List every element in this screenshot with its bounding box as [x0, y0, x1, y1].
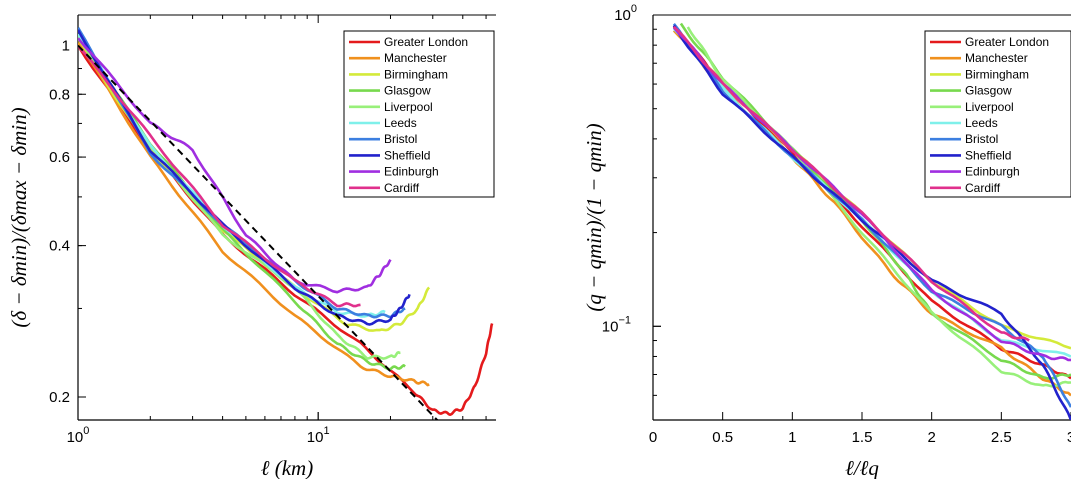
series-group — [78, 27, 494, 420]
series-line-leeds — [78, 33, 386, 318]
legend: Greater London Manchester Birmingham Glasgo… — [924, 30, 1071, 198]
legend-label: Birmingham — [384, 67, 448, 81]
x-tick-label: 0 — [649, 429, 657, 446]
legend-label: Edinburgh — [965, 165, 1020, 179]
y-tick-label: 0.6 — [49, 149, 70, 166]
series-line-liverpool — [686, 26, 1071, 388]
series-line-cardiff — [78, 45, 361, 308]
x-tick-label: 1 — [788, 429, 796, 446]
series-group — [672, 22, 1071, 420]
x-tick-label: 2 — [927, 429, 935, 446]
x-axis-label: ℓ/ℓq — [845, 456, 879, 479]
legend-label: Liverpool — [384, 100, 433, 114]
legend-label: Greater London — [965, 35, 1049, 49]
legend-label: Greater London — [384, 35, 468, 49]
legend-label: Glasgow — [384, 84, 431, 98]
legend-label: Edinburgh — [384, 165, 439, 179]
x-tick-label: 3 — [1067, 429, 1071, 446]
series-line-glasgow — [679, 22, 1071, 380]
x-tick-exponent: 1 — [323, 425, 329, 437]
x-tick-label: 2.5 — [991, 429, 1012, 446]
y-tick-label: 10−1 — [602, 314, 631, 335]
legend-label: Bristol — [965, 132, 998, 146]
chart-panel-1: 100 101 0.2 0.4 0.6 0.8 1 ℓ (km) (δ − δmin)/(δma… — [7, 14, 496, 479]
series-line-manchester — [78, 41, 430, 387]
y-tick-exponent: 0 — [631, 3, 637, 15]
legend-label: Bristol — [384, 132, 417, 146]
fit-line-dashed — [78, 44, 439, 420]
x-axis-label: ℓ (km) — [261, 456, 313, 479]
legend-label: Leeds — [384, 116, 417, 130]
series-line-sheffield — [672, 24, 1071, 420]
y-tick-label: 100 — [614, 3, 637, 24]
legend-label: Leeds — [965, 116, 998, 130]
y-tick-label: 1 — [62, 38, 70, 55]
legend-label: Manchester — [965, 51, 1028, 65]
legend-label: Liverpool — [965, 100, 1014, 114]
legend: Greater London Manchester Birmingham Glasgo… — [343, 30, 495, 198]
legend-label: Sheffield — [965, 148, 1011, 162]
y-tick-label: 0.4 — [49, 238, 70, 255]
y-axis-label: (δ − δmin)/(δmax − δmin) — [7, 107, 31, 327]
legend-label: Cardiff — [965, 181, 1001, 195]
legend-label: Birmingham — [965, 67, 1029, 81]
series-line-cardiff — [673, 25, 1030, 342]
legend-label: Glasgow — [965, 84, 1012, 98]
x-tick-label: 1.5 — [852, 429, 873, 446]
chart-panel-2: 0 0.5 1 1.5 2 2.5 3 100 10−1 ℓ/ℓq (q − qmin)/(1 − … — [582, 3, 1071, 479]
y-tick-exponent: −1 — [618, 314, 631, 326]
y-tick-label: 0.2 — [49, 389, 70, 406]
x-tick-exponent: 0 — [83, 425, 89, 437]
x-tick-label: 101 — [307, 425, 330, 446]
x-tick-label: 100 — [67, 425, 90, 446]
legend-label: Manchester — [384, 51, 447, 65]
y-tick-label: 0.8 — [49, 86, 70, 103]
legend-label: Cardiff — [384, 181, 420, 195]
x-tick-label: 0.5 — [712, 429, 733, 446]
y-axis-label: (q − qmin)/(1 − qmin) — [582, 123, 606, 311]
legend-label: Sheffield — [384, 148, 430, 162]
